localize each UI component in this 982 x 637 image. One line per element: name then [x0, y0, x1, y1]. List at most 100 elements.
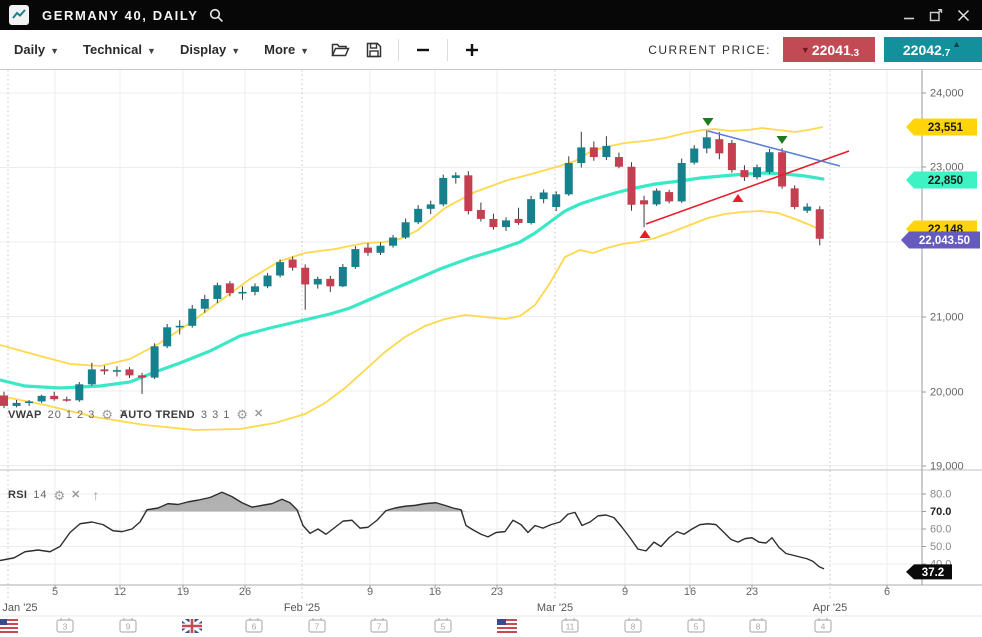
candle[interactable]: [276, 262, 285, 276]
candle[interactable]: [12, 402, 21, 406]
candle[interactable]: [163, 327, 172, 347]
gear-icon[interactable]: ⚙: [53, 487, 66, 503]
candle[interactable]: [100, 369, 109, 372]
candle[interactable]: [815, 209, 824, 239]
candle[interactable]: [740, 170, 749, 178]
candle[interactable]: [0, 395, 8, 406]
candle[interactable]: [426, 204, 435, 209]
candle[interactable]: [238, 291, 247, 294]
menu-more[interactable]: More ▼: [264, 42, 310, 57]
candle[interactable]: [200, 298, 209, 309]
candle[interactable]: [87, 369, 96, 385]
candle[interactable]: [652, 190, 661, 205]
candle[interactable]: [690, 148, 699, 163]
candle[interactable]: [351, 249, 360, 267]
gear-icon[interactable]: ⚙: [236, 407, 249, 422]
candle[interactable]: [376, 245, 385, 253]
candle[interactable]: [564, 163, 573, 195]
us-flag-icon[interactable]: [497, 619, 517, 633]
candle[interactable]: [439, 177, 448, 205]
candle[interactable]: [75, 384, 84, 401]
candle[interactable]: [677, 163, 686, 202]
candle[interactable]: [514, 218, 523, 224]
candle[interactable]: [727, 142, 736, 171]
arrow-up-icon[interactable]: ↑: [92, 487, 100, 503]
calendar-event-icon[interactable]: 5: [434, 618, 452, 633]
candle[interactable]: [225, 283, 234, 294]
candle[interactable]: [301, 267, 310, 285]
candle[interactable]: [627, 166, 636, 205]
candle[interactable]: [414, 208, 423, 223]
candle[interactable]: [389, 237, 398, 246]
candle[interactable]: [338, 266, 347, 287]
calendar-event-icon[interactable]: 3: [56, 618, 74, 633]
close-icon[interactable]: ✕: [254, 408, 264, 420]
minimize-button[interactable]: [903, 9, 915, 21]
candle[interactable]: [527, 199, 536, 224]
zoom-out-icon[interactable]: [415, 42, 431, 58]
calendar-event-icon[interactable]: 11: [561, 618, 579, 633]
candle[interactable]: [790, 188, 799, 207]
zoom-in-icon[interactable]: [464, 42, 480, 58]
candle[interactable]: [263, 275, 272, 287]
candle[interactable]: [363, 247, 372, 253]
candle[interactable]: [602, 145, 611, 158]
candle[interactable]: [401, 222, 410, 238]
candle[interactable]: [213, 285, 222, 299]
calendar-event-icon[interactable]: 5: [687, 618, 705, 633]
candle[interactable]: [62, 399, 71, 401]
candle[interactable]: [175, 325, 184, 328]
calendar-event-icon[interactable]: 7: [308, 618, 326, 633]
candle[interactable]: [451, 175, 460, 178]
candle[interactable]: [803, 206, 812, 211]
close-button[interactable]: [957, 9, 970, 22]
candle[interactable]: [502, 220, 510, 228]
open-folder-icon[interactable]: [331, 42, 350, 57]
trendline-blue[interactable]: [707, 130, 841, 167]
menu-daily[interactable]: Daily ▼: [14, 42, 59, 57]
candle[interactable]: [589, 147, 598, 158]
candle[interactable]: [539, 192, 548, 200]
candle[interactable]: [753, 167, 761, 178]
candle[interactable]: [288, 259, 297, 268]
candle[interactable]: [37, 395, 46, 402]
bid-price-badge[interactable]: ▼ 22041.3: [783, 37, 875, 62]
candle[interactable]: [778, 152, 787, 187]
candle[interactable]: [464, 175, 473, 212]
calendar-event-icon[interactable]: 8: [624, 618, 642, 633]
calendar-event-icon[interactable]: 7: [370, 618, 388, 633]
close-icon[interactable]: ✕: [119, 408, 129, 420]
candle[interactable]: [251, 286, 259, 292]
calendar-event-icon[interactable]: 4: [814, 618, 832, 633]
candle[interactable]: [188, 308, 197, 326]
candle[interactable]: [50, 395, 59, 400]
ask-price-badge[interactable]: 22042.7 ▲: [884, 37, 982, 62]
save-icon[interactable]: [366, 42, 382, 58]
calendar-event-icon[interactable]: 9: [119, 618, 137, 633]
trendline-red[interactable]: [645, 150, 850, 225]
candle[interactable]: [715, 139, 724, 154]
candle[interactable]: [138, 375, 147, 378]
candle[interactable]: [577, 147, 586, 164]
popout-button[interactable]: [929, 8, 943, 22]
candle[interactable]: [765, 152, 774, 172]
candle[interactable]: [552, 194, 561, 207]
candle[interactable]: [326, 278, 335, 287]
candle[interactable]: [313, 278, 322, 285]
candle[interactable]: [665, 192, 674, 202]
candle[interactable]: [614, 157, 623, 167]
gear-icon[interactable]: ⚙: [101, 407, 114, 422]
candle[interactable]: [112, 370, 121, 372]
menu-display[interactable]: Display ▼: [179, 42, 241, 57]
candle[interactable]: [702, 137, 711, 149]
close-icon[interactable]: ✕: [71, 488, 81, 501]
candle[interactable]: [25, 401, 34, 404]
calendar-event-icon[interactable]: 6: [245, 618, 263, 633]
menu-technical[interactable]: Technical ▼: [83, 42, 156, 57]
uk-flag-icon[interactable]: [181, 617, 203, 635]
candle[interactable]: [640, 200, 649, 205]
candle[interactable]: [125, 369, 134, 376]
search-icon[interactable]: [209, 8, 224, 23]
calendar-event-icon[interactable]: 8: [749, 618, 767, 633]
